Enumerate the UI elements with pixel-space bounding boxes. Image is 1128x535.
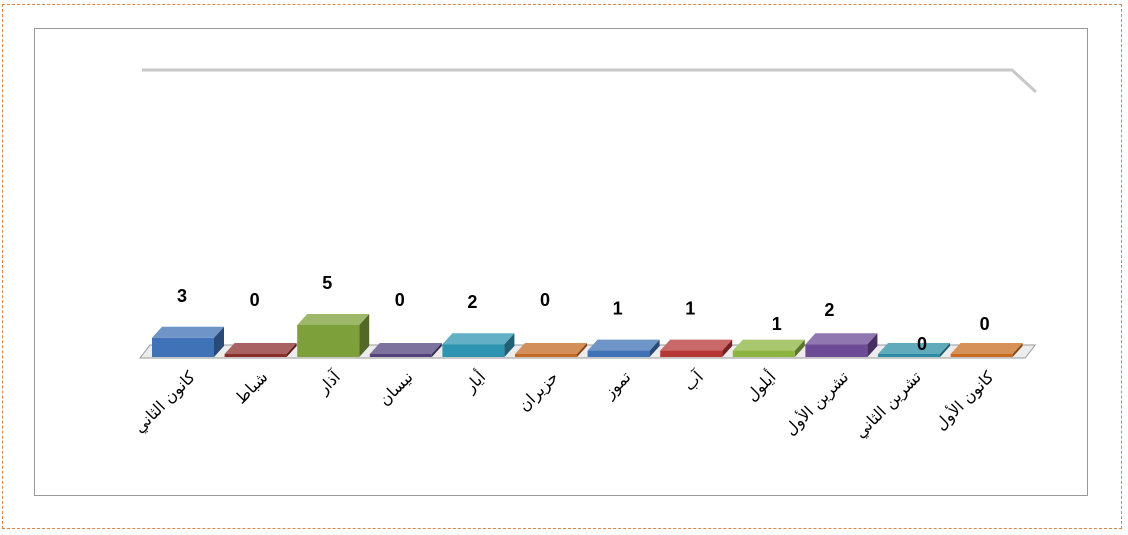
bar-top	[950, 343, 1023, 354]
bar-top	[152, 326, 224, 338]
x-tick-label: تموز	[599, 367, 635, 403]
bar-front	[805, 344, 868, 357]
x-tick-label: كانون الثاني	[130, 367, 200, 437]
bar-front	[878, 354, 940, 357]
x-tick-label: تشرين الثاني	[851, 367, 926, 442]
bar-top	[660, 339, 733, 351]
bar-side	[867, 333, 878, 357]
bar	[587, 339, 660, 357]
bar-top	[805, 333, 878, 345]
data-label: 0	[540, 290, 550, 310]
top-wall-edge	[142, 68, 1038, 94]
bar	[660, 339, 733, 357]
bar-top	[587, 339, 660, 351]
x-tick-label: شباط	[231, 367, 271, 407]
bar-side	[794, 339, 805, 357]
data-label: 0	[250, 290, 260, 310]
bar-side	[504, 333, 515, 357]
bar	[805, 333, 878, 357]
bar-front	[297, 325, 360, 357]
plot-area	[34, 28, 1088, 496]
bar-top	[297, 314, 370, 325]
data-label: 3	[177, 286, 187, 306]
bar-front	[587, 350, 650, 357]
bar-top	[732, 339, 805, 351]
bar	[369, 343, 442, 357]
bar-top	[442, 333, 515, 345]
chart-container	[2, 4, 1122, 529]
x-tick-label: أيار	[459, 367, 490, 398]
bar-side	[359, 314, 370, 357]
bar-side	[1012, 343, 1023, 357]
bar-side	[214, 326, 224, 357]
x-tick-label: أيلول	[741, 367, 780, 406]
bar	[515, 343, 587, 357]
bar	[878, 343, 950, 357]
bar-side	[722, 339, 733, 357]
bar-top	[515, 343, 587, 354]
x-tick-label: آذار	[313, 366, 346, 399]
bar-front	[224, 354, 287, 357]
bar-side	[431, 343, 442, 357]
bar	[152, 326, 224, 357]
data-label: 2	[824, 300, 834, 320]
bar-side	[940, 343, 950, 357]
x-tick-label: تشرين الأول	[780, 367, 853, 440]
x-tick-label: آب	[680, 366, 708, 394]
data-label: 2	[467, 292, 477, 312]
bar-front	[732, 350, 795, 357]
x-tick-label: كانون الأول	[930, 366, 998, 434]
data-label: 1	[613, 299, 623, 319]
bar-front	[442, 344, 505, 357]
bar	[732, 339, 805, 357]
bar-top	[878, 343, 950, 354]
x-tick-label: حزيران	[514, 367, 562, 415]
bar-front	[369, 354, 432, 357]
bar	[442, 333, 515, 357]
bar-side	[286, 343, 297, 357]
bar-front	[660, 350, 723, 357]
data-label: 1	[685, 299, 695, 319]
x-tick-label: نيسان	[375, 367, 417, 409]
data-label: 1	[772, 314, 782, 334]
bar	[224, 343, 297, 357]
bar-front	[152, 337, 214, 357]
bar-front	[515, 354, 577, 357]
bar	[297, 314, 370, 357]
bar-top	[224, 343, 297, 354]
bar-front	[950, 354, 1013, 357]
data-label: 0	[980, 314, 990, 334]
bar-top	[369, 343, 442, 354]
bar-side	[649, 339, 660, 357]
bar	[950, 343, 1023, 357]
data-label: 5	[322, 273, 332, 293]
bar-side	[577, 343, 587, 357]
data-label: 0	[395, 290, 405, 310]
data-label: 0	[917, 334, 927, 354]
